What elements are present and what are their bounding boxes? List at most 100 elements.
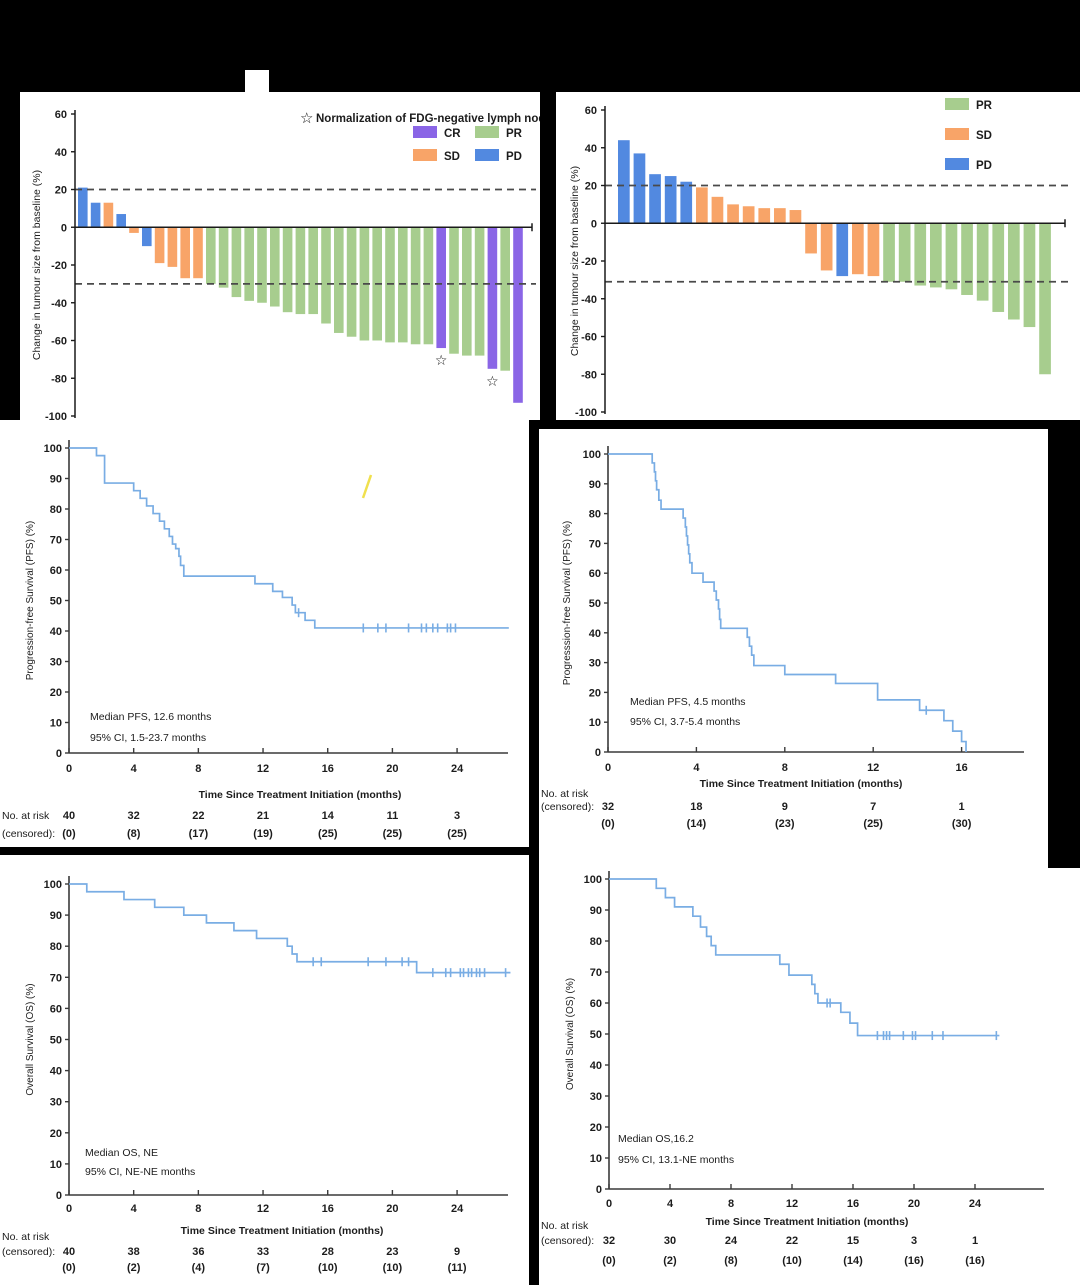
waterfall-bar-pr <box>334 227 344 333</box>
waterfall-bar-pr <box>282 227 293 313</box>
risk-table-label: No. at risk <box>2 810 50 822</box>
waterfall-bar-pd <box>116 214 126 228</box>
y-tick-label: 20 <box>55 185 67 197</box>
y-tick-label: 40 <box>55 147 67 159</box>
waterfall-bar-sd <box>167 227 178 267</box>
y-tick-label: 90 <box>590 905 602 917</box>
risk-censored-count: (16) <box>904 1255 924 1267</box>
x-tick-label: 20 <box>386 1203 398 1215</box>
waterfall_b-svg: 60 40 20 0 -20 -40 -60 -80 -100 Change in tumour … <box>569 98 1069 419</box>
risk-censored-count: (25) <box>447 828 467 840</box>
risk-table-label: (censored): <box>541 1235 594 1247</box>
km-pfs-chart-cohort-a: 100 90 80 70 60 50 40 30 20 10 0 0 4 8 12 16 20 24 Progres… <box>0 420 529 847</box>
waterfall-bar-sd <box>852 223 864 275</box>
risk-censored-count: (14) <box>843 1255 863 1267</box>
waterfall-bar-sd <box>727 204 739 224</box>
waterfall-bar-pr <box>992 223 1005 312</box>
waterfall-bar-pr <box>321 227 331 324</box>
risk-censored-count: (30) <box>952 818 972 830</box>
y-tick-label: 90 <box>589 479 601 491</box>
waterfall-bar-pr <box>423 227 434 345</box>
y-tick-label: 60 <box>50 1003 62 1015</box>
risk-censored-count: (25) <box>863 818 883 830</box>
y-tick-label: 70 <box>50 535 62 547</box>
risk-table-label: No. at risk <box>541 788 589 800</box>
risk-censored-count: (25) <box>383 828 403 840</box>
risk-censored-count: (2) <box>663 1255 677 1267</box>
risk-table-label: (censored): <box>2 1246 55 1258</box>
x-tick-label: 4 <box>693 762 700 774</box>
x-tick-label: 24 <box>451 763 464 775</box>
x-tick-label: 16 <box>955 762 967 774</box>
legend-label: CR <box>444 128 461 140</box>
y-tick-label: 80 <box>50 504 62 516</box>
legend-label: PD <box>506 151 522 163</box>
x-axis-title: Time Since Treatment Initiation (months) <box>706 1216 909 1228</box>
risk-count: 32 <box>603 1235 615 1247</box>
x-tick-label: 0 <box>606 1198 612 1210</box>
risk-count: 23 <box>386 1246 398 1258</box>
y-tick-label: 90 <box>50 474 62 486</box>
waterfall-bar-cr <box>436 227 446 349</box>
y-tick-label: 70 <box>50 972 62 984</box>
y-axis-title: Progression-free Survival (PFS) (%) <box>25 521 36 680</box>
risk-count: 40 <box>63 810 75 822</box>
risk-censored-count: (10) <box>383 1262 403 1274</box>
median-annotation: Median OS,16.2 <box>618 1133 694 1145</box>
risk-count: 1 <box>959 801 965 813</box>
x-tick-label: 8 <box>782 762 788 774</box>
y-tick-label: 10 <box>589 717 601 729</box>
waterfall-bar-pr <box>1008 223 1020 320</box>
x-tick-label: 16 <box>847 1198 859 1210</box>
y-axis-title: Overall Survival (OS) (%) <box>25 983 36 1095</box>
y-axis-title: Progresssion-free Survival (PFS) (%) <box>562 521 573 685</box>
waterfall-bar-pr <box>883 223 895 282</box>
x-tick-label: 8 <box>728 1198 734 1210</box>
y-tick-label: 60 <box>585 105 597 117</box>
x-tick-label: 16 <box>322 1203 334 1215</box>
waterfall-bar-pd <box>680 181 693 224</box>
x-tick-label: 0 <box>66 1203 72 1215</box>
y-tick-label: -40 <box>581 294 597 306</box>
risk-count: 15 <box>847 1235 859 1247</box>
waterfall-bar-pd <box>618 140 630 224</box>
waterfall-bar-sd <box>180 227 190 279</box>
waterfall-bar-pd <box>664 176 677 224</box>
risk-censored-count: (19) <box>253 828 273 840</box>
risk-censored-count: (11) <box>448 1262 467 1274</box>
risk-censored-count: (0) <box>62 828 76 840</box>
y-tick-label: 10 <box>50 718 62 730</box>
risk-count: 28 <box>322 1246 334 1258</box>
y-tick-label: 60 <box>55 109 67 121</box>
risk-count: 22 <box>192 810 204 822</box>
risk-count: 3 <box>454 810 460 822</box>
y-tick-label: -20 <box>581 256 597 268</box>
waterfall-bar-sd <box>758 208 771 224</box>
x-tick-label: 12 <box>867 762 879 774</box>
waterfall-bar-sd <box>129 227 139 233</box>
waterfall-bar-pr <box>961 223 973 295</box>
y-tick-label: -20 <box>51 260 67 272</box>
legend-swatch-pr <box>475 126 499 138</box>
y-tick-label: 30 <box>50 657 62 669</box>
y-tick-label: 20 <box>585 181 597 193</box>
y-tick-label: 40 <box>50 1066 62 1078</box>
risk-count: 33 <box>257 1246 269 1258</box>
risk-count: 32 <box>128 810 140 822</box>
waterfall-bar-sd <box>867 223 880 277</box>
legend-label: PR <box>506 128 523 140</box>
risk-censored-count: (14) <box>687 818 707 830</box>
y-tick-label: -100 <box>45 411 67 420</box>
waterfall-bar-pr <box>1039 223 1051 375</box>
y-tick-label: 30 <box>50 1097 62 1109</box>
risk-count: 18 <box>690 801 702 813</box>
star-icon: ☆ <box>300 110 313 127</box>
waterfall-bar-pr <box>930 223 942 288</box>
risk-censored-count: (0) <box>602 1255 616 1267</box>
risk-censored-count: (10) <box>318 1262 338 1274</box>
waterfall-bar-pr <box>500 227 510 371</box>
km-os-chart-cohort-b: 100 90 80 70 60 50 40 30 20 10 0 0 4 8 12 16 20 24 Overall… <box>539 868 1080 1285</box>
waterfall-bar-pd <box>836 223 849 277</box>
waterfall-bar-cr <box>487 227 498 369</box>
